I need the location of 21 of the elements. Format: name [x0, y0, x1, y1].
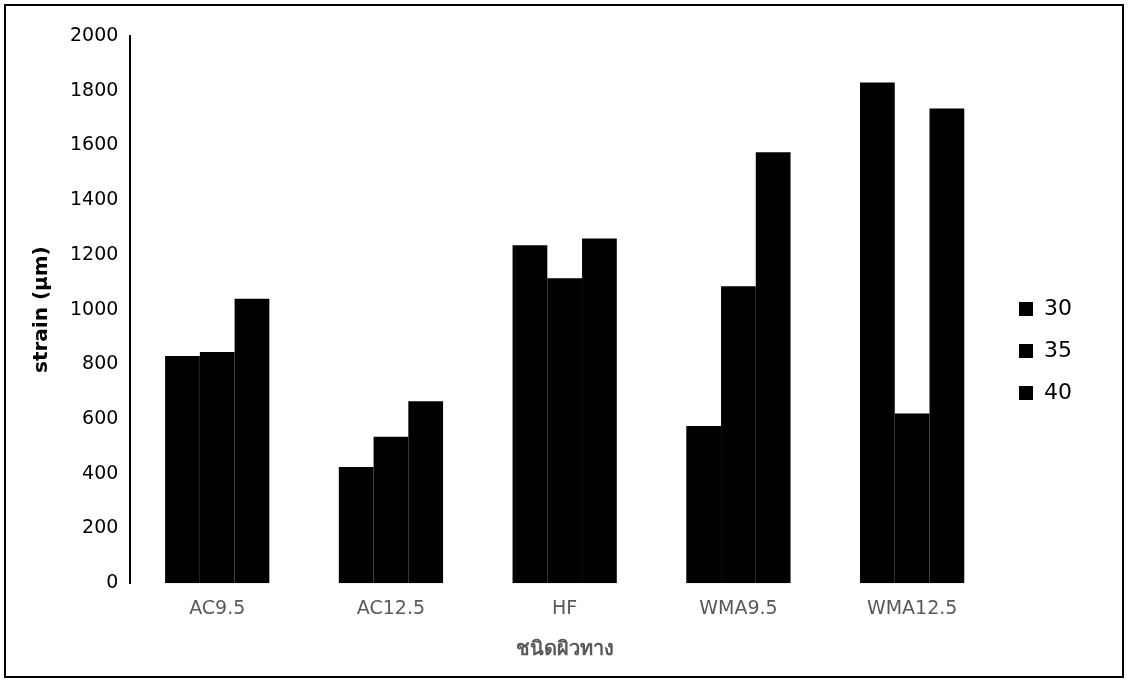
y-tick-label: 1800 — [69, 77, 119, 100]
x-tick-label: WMA9.5 — [699, 595, 778, 618]
legend-label: 40 — [1044, 378, 1073, 404]
x-tick-label: HF — [552, 595, 578, 618]
y-tick-label: 1600 — [69, 132, 119, 155]
y-tick-label: 400 — [82, 460, 119, 483]
y-tick-label: 1000 — [69, 296, 119, 319]
y-tick-label: 600 — [82, 405, 119, 428]
x-tick-label: AC12.5 — [356, 595, 426, 618]
legend-label: 30 — [1044, 294, 1073, 320]
y-tick-label: 1200 — [69, 241, 119, 264]
y-tick-label: 2000 — [69, 22, 119, 45]
y-tick-label: 1400 — [69, 187, 119, 210]
x-tick-label: WMA12.5 — [866, 595, 958, 618]
legend-label: 35 — [1044, 336, 1073, 362]
y-tick-label: 0 — [106, 570, 119, 593]
x-tick-label: AC9.5 — [189, 595, 246, 618]
x-axis-title: ชนิดผิวทาง — [515, 636, 614, 661]
y-axis-title: strain (µm) — [28, 246, 53, 373]
y-tick-label: 200 — [82, 515, 119, 538]
y-tick-label: 800 — [82, 351, 119, 374]
